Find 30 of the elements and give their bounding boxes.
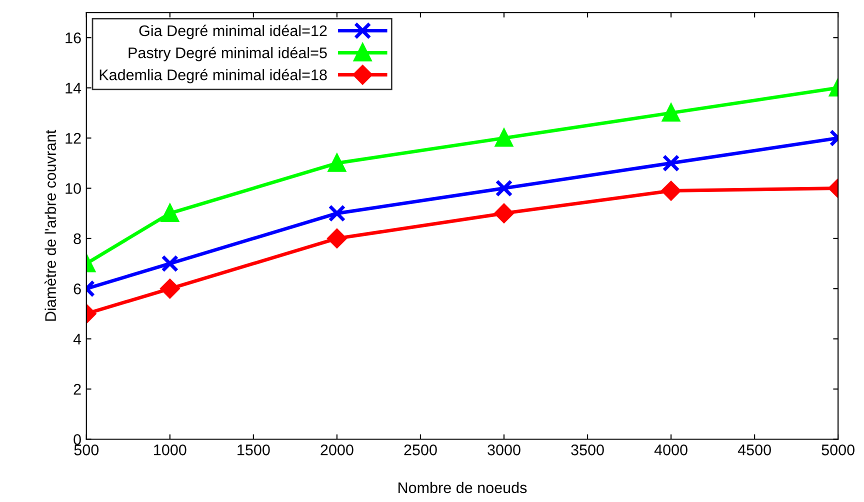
x-tick-label: 1000 — [154, 444, 186, 456]
x-tick-label: 2000 — [320, 444, 354, 456]
x-tick-label: 4000 — [654, 444, 688, 456]
y-tick-label: 6 — [74, 284, 81, 294]
point — [328, 204, 346, 222]
y-tick-label: 14 — [66, 82, 82, 94]
y-tick-label: 2 — [74, 384, 81, 395]
x-tick-label: 3000 — [488, 444, 520, 456]
point — [328, 154, 346, 172]
point — [494, 204, 514, 223]
y-tick-label: 0 — [74, 434, 81, 445]
y-tick-label: 10 — [66, 183, 81, 194]
x-tick-label: 500 — [74, 444, 99, 456]
point — [495, 129, 513, 147]
x-tick-label: 3500 — [571, 444, 604, 456]
legend-label: Gia Degré minimal idéal=12 — [139, 24, 327, 40]
point — [495, 180, 513, 197]
x-tick-label: 1500 — [238, 444, 270, 456]
y-axis-title: Diamètre de l'arbre couvrant — [44, 130, 56, 321]
point — [327, 228, 347, 248]
legend-label: Kademlia Degré minimal idéal=18 — [100, 68, 327, 84]
y-tick-label: 16 — [66, 32, 81, 44]
x-tick-label: 5000 — [822, 444, 854, 456]
x-tick-label: 2500 — [404, 444, 437, 456]
x-axis-title: Nombre de noeuds — [398, 482, 527, 494]
x-tick-label: 4500 — [738, 444, 771, 456]
legend-label: Pastry Degré minimal idéal=5 — [128, 46, 327, 62]
y-tick-label: 12 — [66, 132, 81, 144]
y-tick-label: 4 — [73, 334, 82, 344]
y-tick-label: 8 — [74, 233, 81, 244]
